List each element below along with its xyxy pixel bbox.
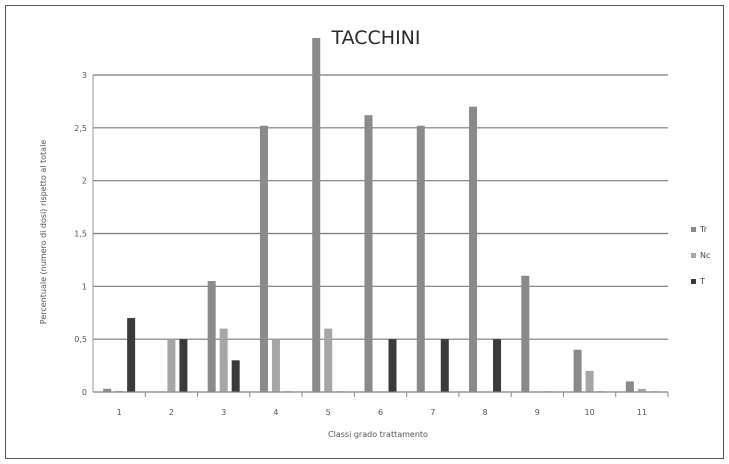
y-tick-label: 1,5 [74,230,87,239]
x-tick-label: 10 [584,408,594,417]
legend-label-t: T [699,277,705,286]
bar-nc-3 [219,328,228,392]
legend-swatch-nc [691,253,696,258]
y-tick-label: 2,5 [74,124,87,133]
x-tick-label: 1 [117,408,122,417]
y-tick-label: 0,5 [74,335,87,344]
x-tick-label: 11 [637,408,647,417]
x-tick-label: 3 [221,408,226,417]
bar-t-1 [127,318,136,392]
legend-swatch-t [691,279,696,284]
legend-label-tr: Tr [699,225,708,234]
x-tick-label: 9 [535,408,540,417]
legend-swatch-tr [691,227,696,232]
bars [103,38,658,393]
bar-nc-11 [637,388,646,392]
x-tick-label: 5 [326,408,331,417]
bar-tr-3 [207,281,216,392]
y-axis-label: Percentuale (numero di dosi) rispetto al… [39,140,48,325]
bar-t-8 [493,339,502,392]
bar-nc-5 [324,328,333,392]
bar-tr-8 [469,106,478,392]
y-tick-label: 3 [82,71,87,80]
bar-t-7 [440,339,449,392]
x-axis-ticks: 1 2 3 4 5 6 7 8 9 10 11 [117,392,669,417]
bar-tr-1 [103,388,112,392]
x-tick-label: 8 [482,408,487,417]
legend: Tr Nc T [691,225,710,286]
bar-nc-1 [115,390,124,392]
bar-tr-5 [312,38,321,393]
legend-label-nc: Nc [700,251,710,260]
bar-t-3 [231,360,240,392]
gridlines [93,74,668,393]
bar-nc-10 [585,370,594,392]
bar-tr-4 [259,125,268,392]
bar-tr-6 [364,115,373,393]
x-tick-label: 4 [273,408,278,417]
bar-tr-9 [521,275,530,392]
chart-title: TACCHINI [330,27,420,49]
bar-t-2 [179,339,188,392]
x-tick-label: 2 [169,408,174,417]
x-tick-label: 7 [430,408,435,417]
y-tick-label: 1 [82,282,87,291]
bar-nc-4 [271,339,280,392]
bar-tr-7 [416,125,425,392]
bar-tr-10 [573,349,582,392]
x-tick-label: 6 [378,408,383,417]
bar-nc-2 [167,339,176,392]
y-tick-label: 0 [82,388,87,397]
bar-t-6 [388,339,397,392]
bar-tr-11 [625,381,634,392]
x-axis-label: Classi grado trattamento [328,430,428,439]
y-tick-label: 2 [82,177,87,186]
y-axis-ticks: 0 0,5 1 1,5 2 2,5 3 [74,71,87,397]
